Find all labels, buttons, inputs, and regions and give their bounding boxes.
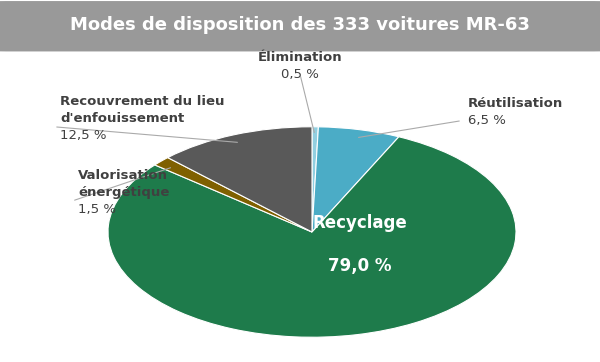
Text: Valorisation: Valorisation [78, 169, 168, 182]
Text: 79,0 %: 79,0 % [328, 257, 392, 275]
Text: 6,5 %: 6,5 % [468, 114, 506, 127]
Text: 0,5 %: 0,5 % [281, 68, 319, 81]
Text: Recyclage: Recyclage [313, 214, 407, 232]
Text: 12,5 %: 12,5 % [60, 129, 107, 142]
Text: Réutilisation: Réutilisation [468, 97, 563, 110]
Text: 1,5 %: 1,5 % [78, 203, 116, 216]
Text: Recouvrement du lieu: Recouvrement du lieu [60, 95, 224, 108]
Text: d'enfouissement: d'enfouissement [60, 112, 184, 125]
Text: énergétique: énergétique [78, 186, 169, 199]
Wedge shape [155, 157, 312, 232]
Text: Élimination: Élimination [257, 51, 343, 64]
Wedge shape [108, 137, 516, 337]
Wedge shape [168, 127, 312, 232]
Wedge shape [312, 127, 319, 232]
FancyBboxPatch shape [0, 1, 600, 51]
Wedge shape [312, 127, 399, 232]
Text: Modes de disposition des 333 voitures MR-63: Modes de disposition des 333 voitures MR… [70, 16, 530, 34]
